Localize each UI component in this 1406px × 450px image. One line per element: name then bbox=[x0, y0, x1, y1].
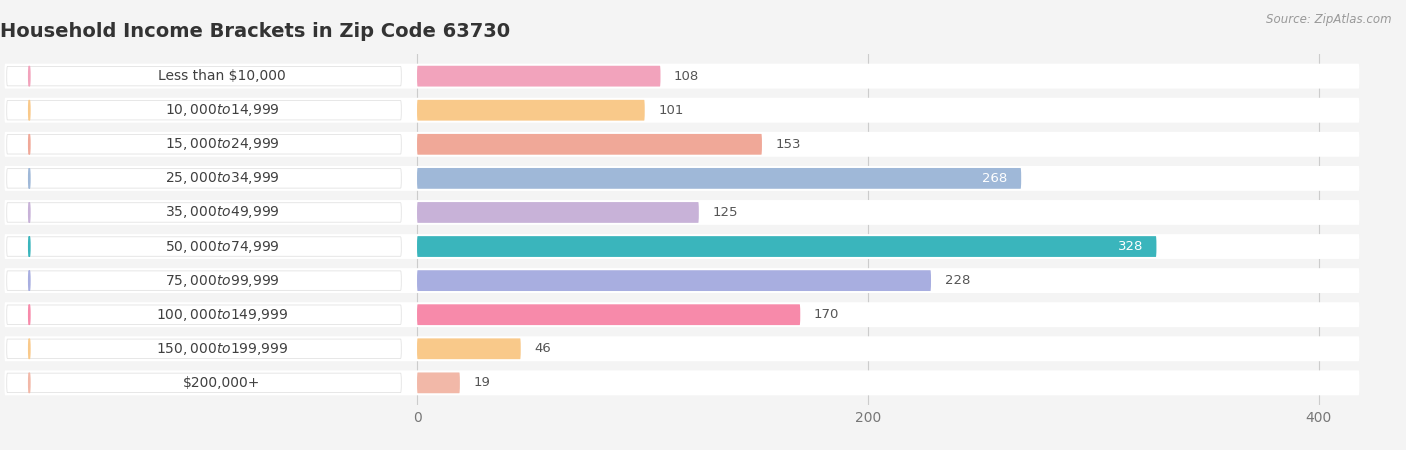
FancyBboxPatch shape bbox=[7, 373, 401, 392]
FancyBboxPatch shape bbox=[4, 370, 1360, 395]
FancyBboxPatch shape bbox=[4, 98, 1360, 123]
FancyBboxPatch shape bbox=[418, 134, 762, 155]
FancyBboxPatch shape bbox=[7, 67, 401, 86]
Text: 228: 228 bbox=[945, 274, 970, 287]
FancyBboxPatch shape bbox=[7, 135, 401, 154]
FancyBboxPatch shape bbox=[4, 64, 1360, 89]
FancyBboxPatch shape bbox=[418, 270, 931, 291]
FancyBboxPatch shape bbox=[7, 237, 401, 256]
Text: $15,000 to $24,999: $15,000 to $24,999 bbox=[165, 136, 280, 152]
FancyBboxPatch shape bbox=[7, 339, 401, 359]
Text: $150,000 to $199,999: $150,000 to $199,999 bbox=[156, 341, 288, 357]
Text: 328: 328 bbox=[1118, 240, 1143, 253]
Text: $75,000 to $99,999: $75,000 to $99,999 bbox=[165, 273, 280, 288]
Text: 46: 46 bbox=[534, 342, 551, 355]
Text: Household Income Brackets in Zip Code 63730: Household Income Brackets in Zip Code 63… bbox=[0, 22, 510, 41]
FancyBboxPatch shape bbox=[4, 302, 1360, 327]
Text: 268: 268 bbox=[983, 172, 1008, 185]
Text: $10,000 to $14,999: $10,000 to $14,999 bbox=[165, 102, 280, 118]
Text: Source: ZipAtlas.com: Source: ZipAtlas.com bbox=[1267, 14, 1392, 27]
FancyBboxPatch shape bbox=[418, 338, 520, 359]
Text: Less than $10,000: Less than $10,000 bbox=[157, 69, 285, 83]
FancyBboxPatch shape bbox=[418, 373, 460, 393]
FancyBboxPatch shape bbox=[4, 336, 1360, 361]
FancyBboxPatch shape bbox=[418, 236, 1156, 257]
FancyBboxPatch shape bbox=[4, 200, 1360, 225]
FancyBboxPatch shape bbox=[7, 271, 401, 290]
FancyBboxPatch shape bbox=[7, 100, 401, 120]
Text: 170: 170 bbox=[814, 308, 839, 321]
FancyBboxPatch shape bbox=[418, 66, 661, 86]
FancyBboxPatch shape bbox=[418, 100, 645, 121]
FancyBboxPatch shape bbox=[418, 202, 699, 223]
FancyBboxPatch shape bbox=[7, 305, 401, 324]
Text: 19: 19 bbox=[474, 376, 491, 389]
FancyBboxPatch shape bbox=[7, 169, 401, 188]
Text: $35,000 to $49,999: $35,000 to $49,999 bbox=[165, 204, 280, 220]
FancyBboxPatch shape bbox=[4, 132, 1360, 157]
Text: 153: 153 bbox=[776, 138, 801, 151]
FancyBboxPatch shape bbox=[418, 304, 800, 325]
Text: 108: 108 bbox=[673, 70, 699, 83]
Text: 101: 101 bbox=[658, 104, 683, 117]
Text: $25,000 to $34,999: $25,000 to $34,999 bbox=[165, 171, 280, 186]
FancyBboxPatch shape bbox=[4, 166, 1360, 191]
Text: 125: 125 bbox=[713, 206, 738, 219]
Text: $100,000 to $149,999: $100,000 to $149,999 bbox=[156, 307, 288, 323]
Text: $50,000 to $74,999: $50,000 to $74,999 bbox=[165, 238, 280, 255]
FancyBboxPatch shape bbox=[418, 168, 1021, 189]
FancyBboxPatch shape bbox=[4, 234, 1360, 259]
FancyBboxPatch shape bbox=[7, 203, 401, 222]
FancyBboxPatch shape bbox=[4, 268, 1360, 293]
Text: $200,000+: $200,000+ bbox=[183, 376, 260, 390]
